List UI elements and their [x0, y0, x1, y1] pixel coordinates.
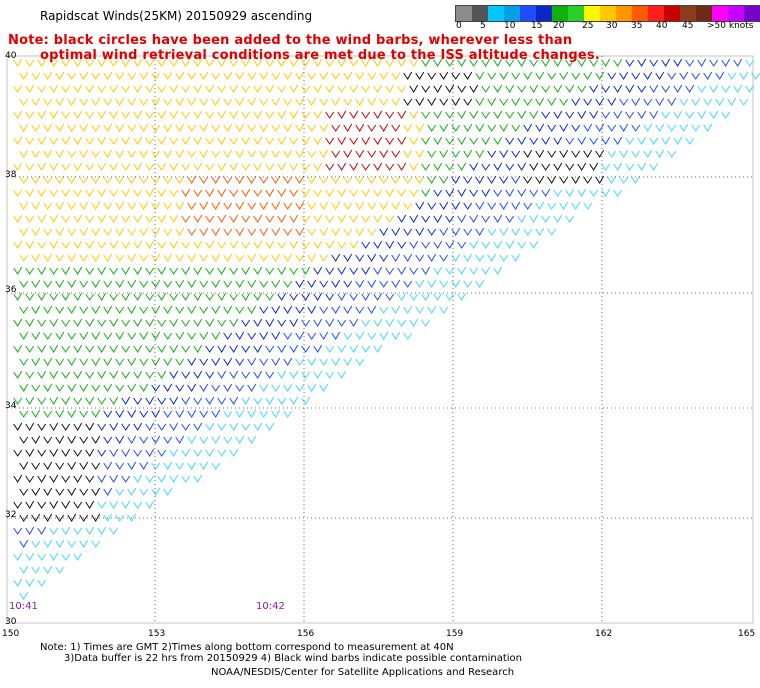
- lat-label: 34: [5, 401, 17, 411]
- lon-label: 165: [738, 629, 756, 639]
- wind-barbs-layer: [13, 58, 760, 600]
- legend-swatch: [504, 6, 520, 21]
- legend-label: >50 knots: [707, 21, 754, 31]
- contamination-note-line2: optimal wind retrieval conditions are me…: [40, 48, 601, 63]
- legend-swatch: [664, 6, 680, 21]
- lat-label: 30: [5, 617, 17, 627]
- legend-swatch: [696, 6, 712, 21]
- legend-label: 20: [553, 21, 565, 31]
- legend-label: 40: [656, 21, 668, 31]
- legend-label: 10: [504, 21, 516, 31]
- lat-label: 32: [5, 510, 17, 520]
- legend-swatch: [712, 6, 728, 21]
- legend-swatch: [680, 6, 696, 21]
- time-label: 10:41: [9, 601, 38, 612]
- lat-lon-grid: [7, 56, 753, 623]
- legend-swatch: [456, 6, 472, 21]
- lon-label: 156: [297, 629, 315, 639]
- lat-label: 38: [5, 170, 17, 180]
- legend-label: 0: [456, 21, 462, 31]
- legend-swatch: [648, 6, 664, 21]
- legend-swatch: [584, 6, 600, 21]
- legend-label: 45: [682, 21, 694, 31]
- legend-swatch: [488, 6, 504, 21]
- legend-label: 25: [582, 21, 594, 31]
- legend-swatch: [568, 6, 584, 21]
- map-title: Rapidscat Winds(25KM) 20150929 ascending: [40, 9, 313, 23]
- footer-credit: NOAA/NESDIS/Center for Satellite Applica…: [211, 667, 515, 678]
- legend-swatch: [616, 6, 632, 21]
- legend-swatch: [536, 6, 552, 21]
- legend-label: 5: [480, 21, 486, 31]
- legend-swatch: [520, 6, 536, 21]
- legend-swatch: [744, 6, 760, 21]
- lat-label: 40: [5, 51, 17, 61]
- footer-note-line1: Note: 1) Times are GMT 2)Times along bot…: [40, 642, 454, 653]
- lon-label: 153: [148, 629, 166, 639]
- time-label: 10:42: [256, 601, 285, 612]
- legend-swatch: [600, 6, 616, 21]
- legend-swatch: [632, 6, 648, 21]
- footer-note-line2: 3)Data buffer is 22 hrs from 20150929 4)…: [64, 653, 522, 664]
- legend-swatch: [472, 6, 488, 21]
- legend-label: 35: [631, 21, 643, 31]
- legend-swatch: [728, 6, 744, 21]
- lon-label: 159: [446, 629, 464, 639]
- legend-swatch: [552, 6, 568, 21]
- lat-label: 36: [5, 285, 17, 295]
- legend-label: 30: [606, 21, 618, 31]
- legend-label: 15: [531, 21, 543, 31]
- wind-speed-legend: [455, 5, 760, 22]
- lon-label: 162: [595, 629, 613, 639]
- contamination-note-line1: Note: black circles have been added to t…: [8, 33, 573, 48]
- lon-label: 150: [2, 629, 20, 639]
